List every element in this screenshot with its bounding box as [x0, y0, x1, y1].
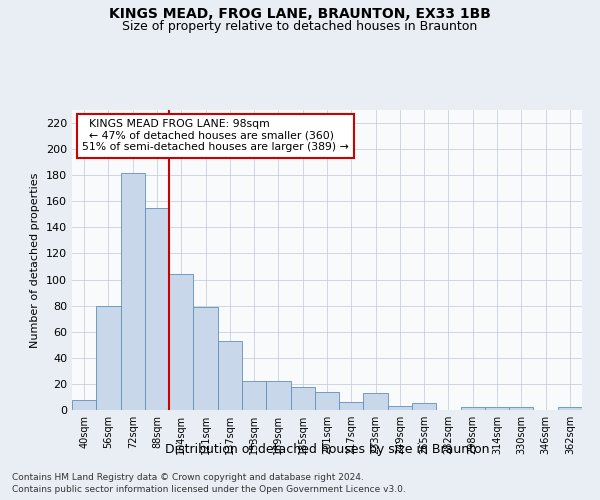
Bar — [509, 408, 533, 410]
Bar — [266, 382, 290, 410]
Bar — [315, 392, 339, 410]
Text: Contains HM Land Registry data © Crown copyright and database right 2024.: Contains HM Land Registry data © Crown c… — [12, 472, 364, 482]
Bar — [218, 341, 242, 410]
Bar — [290, 386, 315, 410]
Text: Distribution of detached houses by size in Braunton: Distribution of detached houses by size … — [165, 442, 489, 456]
Bar — [193, 307, 218, 410]
Y-axis label: Number of detached properties: Number of detached properties — [31, 172, 40, 348]
Text: Size of property relative to detached houses in Braunton: Size of property relative to detached ho… — [122, 20, 478, 33]
Bar — [242, 382, 266, 410]
Bar — [412, 404, 436, 410]
Bar — [485, 408, 509, 410]
Text: KINGS MEAD, FROG LANE, BRAUNTON, EX33 1BB: KINGS MEAD, FROG LANE, BRAUNTON, EX33 1B… — [109, 8, 491, 22]
Bar — [364, 393, 388, 410]
Text: KINGS MEAD FROG LANE: 98sqm
  ← 47% of detached houses are smaller (360)
51% of : KINGS MEAD FROG LANE: 98sqm ← 47% of det… — [82, 119, 349, 152]
Bar — [558, 408, 582, 410]
Bar — [96, 306, 121, 410]
Bar — [145, 208, 169, 410]
Bar — [461, 408, 485, 410]
Text: Contains public sector information licensed under the Open Government Licence v3: Contains public sector information licen… — [12, 485, 406, 494]
Bar — [121, 172, 145, 410]
Bar — [388, 406, 412, 410]
Bar — [339, 402, 364, 410]
Bar — [169, 274, 193, 410]
Bar — [72, 400, 96, 410]
